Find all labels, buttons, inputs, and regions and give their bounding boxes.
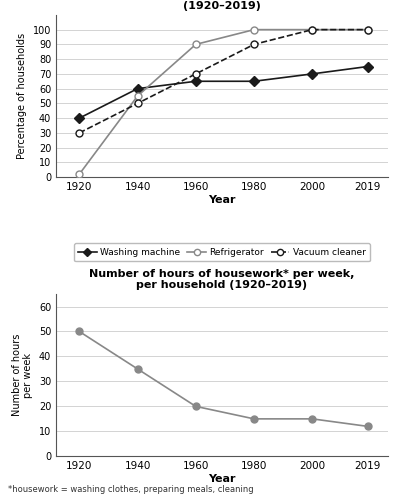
Y-axis label: Number of hours
per week: Number of hours per week [12,334,33,416]
Title: Percentage of households with electrical appliances
(1920–2019): Percentage of households with electrical… [59,0,385,11]
Text: *housework = washing clothes, preparing meals, cleaning: *housework = washing clothes, preparing … [8,485,254,494]
Y-axis label: Percentage of households: Percentage of households [17,33,27,159]
X-axis label: Year: Year [208,474,236,484]
X-axis label: Year: Year [208,195,236,205]
Legend: Washing machine, Refrigerator, Vacuum cleaner: Washing machine, Refrigerator, Vacuum cl… [74,244,370,261]
Title: Number of hours of housework* per week,
per household (1920–2019): Number of hours of housework* per week, … [89,269,355,291]
